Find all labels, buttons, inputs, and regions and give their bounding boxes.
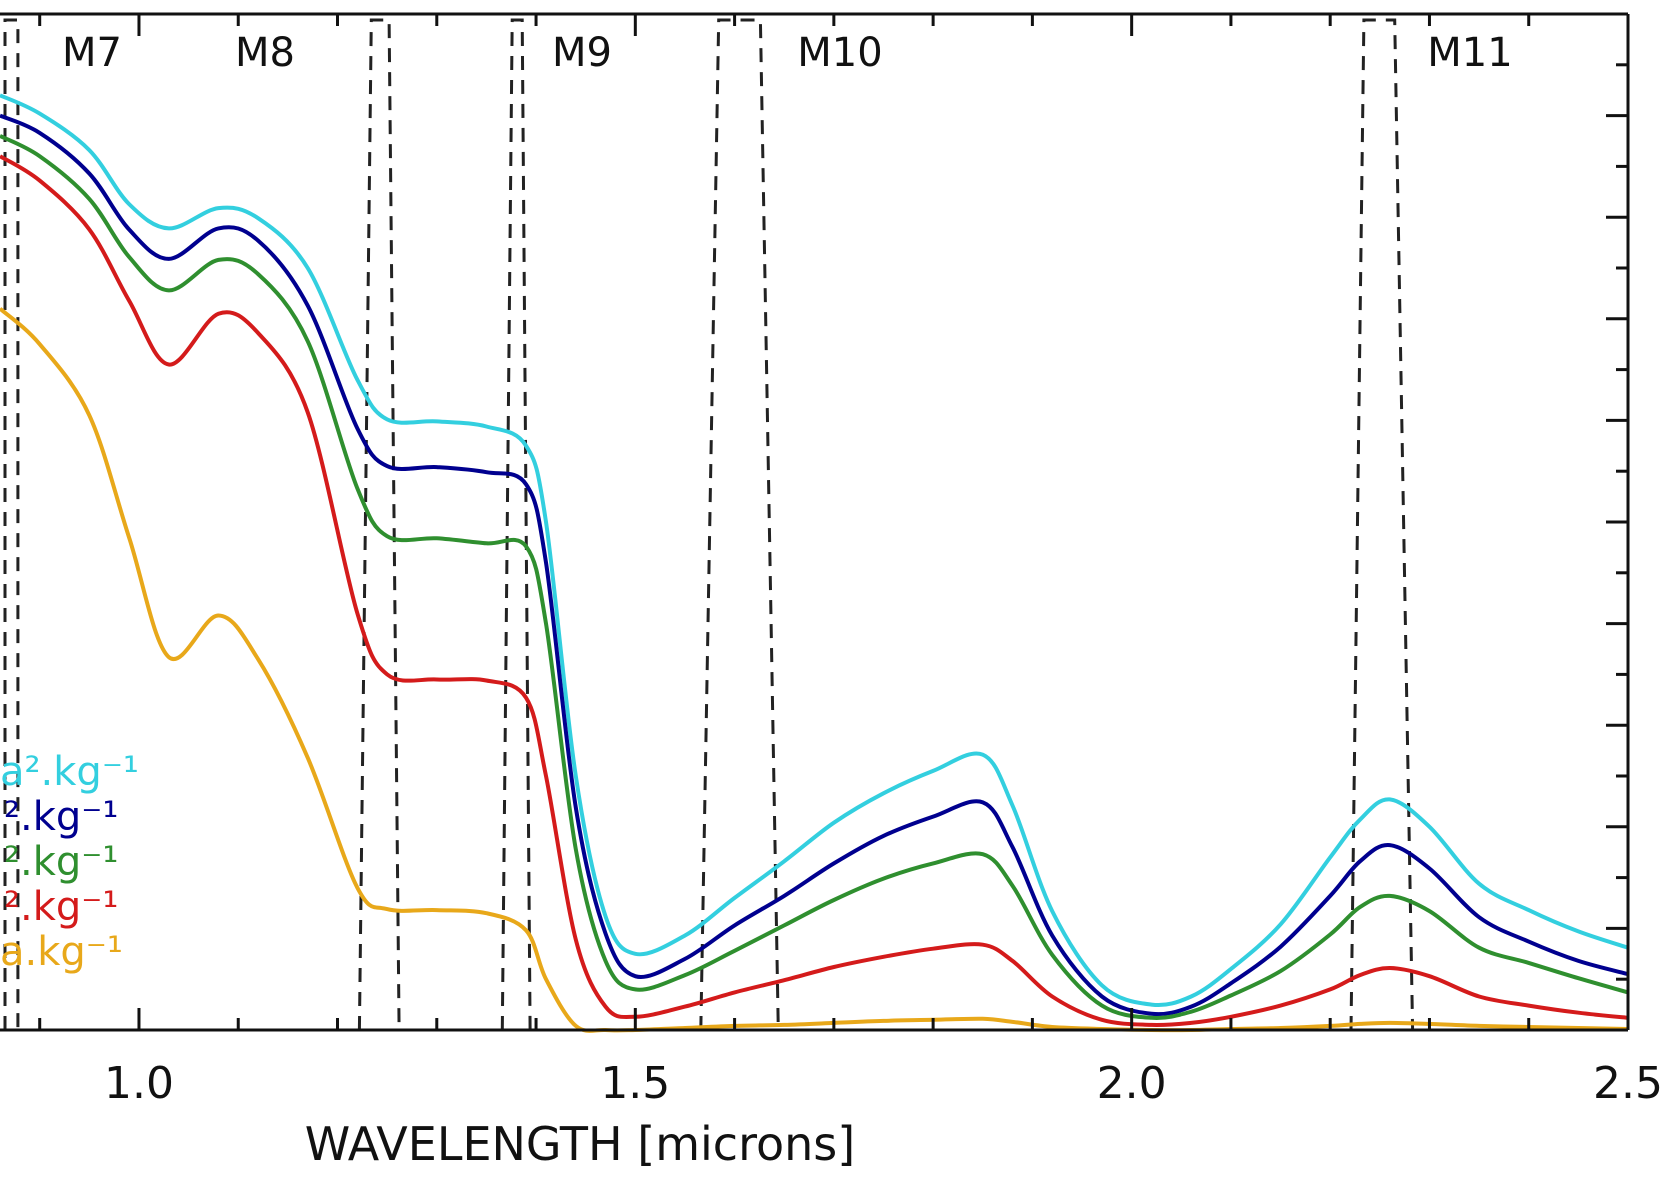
band-label-m7: M7 xyxy=(62,30,122,76)
legend-entry-1: a².kg⁻¹ xyxy=(0,749,139,795)
band-response-m10 xyxy=(699,18,780,1031)
series-line-2 xyxy=(0,113,1629,1017)
x-tick-label: 2.0 xyxy=(1097,1058,1167,1109)
series-line-3 xyxy=(0,134,1629,1020)
band-labels: M7 M8 M9 M10 M11 xyxy=(62,30,1513,76)
x-tick-label: 2.5 xyxy=(1593,1058,1663,1109)
legend: a².kg⁻¹².kg⁻¹².kg⁻¹².kg⁻¹a.kg⁻¹ xyxy=(0,749,139,975)
series-line-4 xyxy=(0,154,1629,1028)
series-line-1 xyxy=(0,93,1629,1008)
legend-entry-2: ².kg⁻¹ xyxy=(4,794,118,840)
legend-entry-4: ².kg⁻¹ xyxy=(4,884,118,930)
band-label-m9: M9 xyxy=(552,30,612,76)
band-label-m8: M8 xyxy=(235,30,295,76)
legend-entry-3: ².kg⁻¹ xyxy=(4,839,118,885)
x-tick-label: 1.0 xyxy=(104,1058,174,1109)
band-response-m7 xyxy=(3,18,20,1030)
legend-entry-5: a.kg⁻¹ xyxy=(0,929,123,975)
axes: 1.0 1.5 2.0 2.5 xyxy=(0,12,1663,1109)
band-response-m8 xyxy=(357,18,401,1031)
band-responses xyxy=(3,18,1415,1031)
band-label-m11: M11 xyxy=(1427,30,1512,76)
band-response-m11 xyxy=(1349,18,1415,1031)
x-axis-title: WAVELENGTH [microns] xyxy=(305,1117,855,1171)
band-response-m9 xyxy=(500,18,532,1031)
band-label-m10: M10 xyxy=(797,30,882,76)
x-tick-label: 1.5 xyxy=(600,1058,670,1109)
